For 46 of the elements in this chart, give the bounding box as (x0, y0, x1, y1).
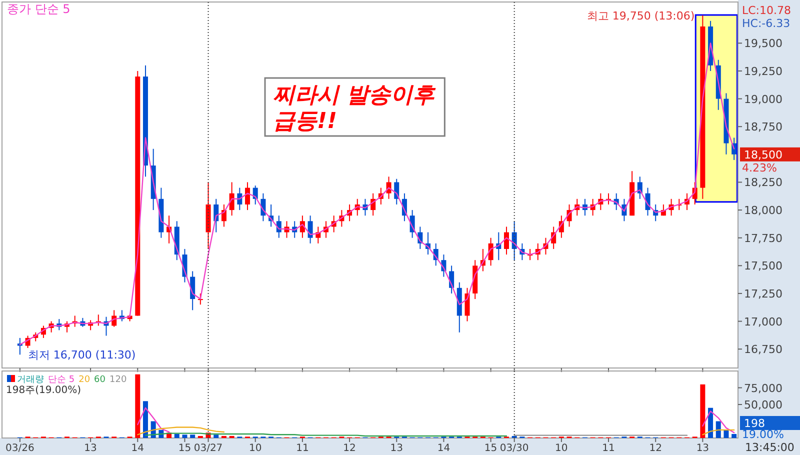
x-tick-label: 13 (696, 443, 710, 454)
x-tick-label: 12 (649, 443, 662, 454)
annotation: 최고 19,750 (13:06) (586, 9, 695, 22)
x-tick-label: 14 (131, 443, 144, 454)
x-tick-label: 15 (178, 443, 192, 454)
x-tick-label: 12 (343, 443, 356, 454)
x-tick-label: 10 (248, 443, 262, 454)
legend-label: 거래량 (17, 375, 44, 385)
y-tick-label: 19,250 (744, 64, 782, 78)
text: HC:-6.33 (742, 17, 790, 30)
text: 13:45:00 (745, 441, 794, 454)
text: 60 (94, 375, 106, 385)
y-tick-label: 19,500 (744, 37, 782, 50)
text: 단순 5 (48, 375, 75, 385)
y-tick-label: 19,000 (744, 92, 782, 106)
y-tick-label: 17,750 (744, 232, 782, 245)
x-tick-label: 11 (296, 443, 309, 454)
text: LC:10.78 (742, 4, 792, 17)
annotation: 최저 16,700 (11:30) (28, 348, 136, 362)
text: 18,500 (744, 148, 782, 162)
text: 120 (110, 375, 127, 385)
y-tick-label: 75,000 (744, 382, 782, 395)
annotation: 198주(19.00%) (6, 385, 82, 396)
text: 4.23% (742, 161, 777, 174)
y-tick-label: 50,000 (744, 398, 782, 412)
x-tick-label: 03/26 (6, 443, 34, 454)
x-tick-label: 14 (437, 443, 450, 454)
y-tick-label: 16,750 (744, 343, 782, 356)
y-tick-label: 18,750 (744, 120, 782, 134)
x-tick-label: 11 (602, 443, 615, 454)
x-tick-label: 10 (555, 443, 568, 454)
x-tick-label: 15 (484, 443, 498, 454)
annotation: 찌라시 발송이후 급등!! (273, 83, 437, 134)
x-tick-label: 03/27 (194, 443, 223, 454)
x-tick-label: 03/30 (500, 443, 529, 454)
text: 20 (78, 375, 90, 385)
text: 종가 단순 5 (7, 2, 70, 16)
x-tick-label: 13 (390, 443, 403, 454)
text: 19.00% (742, 428, 784, 441)
x-tick-label: 13 (84, 443, 97, 454)
y-tick-label: 18,250 (744, 176, 782, 190)
text: 198 (744, 417, 765, 430)
y-tick-label: 17,250 (744, 287, 782, 300)
y-tick-label: 17,000 (744, 315, 782, 328)
y-tick-label: 17,500 (744, 260, 782, 273)
y-tick-label: 18,000 (744, 204, 782, 218)
